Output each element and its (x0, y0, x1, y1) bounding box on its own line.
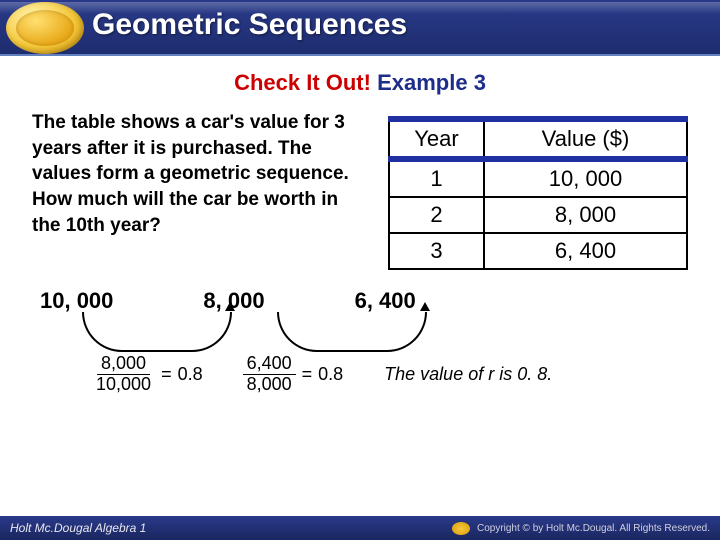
frac1-num: 8,000 (97, 354, 150, 375)
value-table: Year Value ($) 1 10, 000 2 8, 000 3 6, 4… (388, 116, 688, 270)
fraction-1: 8,000 10,000 = 0.8 (92, 354, 203, 395)
conclusion-text: The value of r is 0. 8. (383, 363, 553, 386)
equals-sign: = (161, 364, 172, 385)
arc-2 (277, 312, 427, 352)
footer-badge-icon (452, 522, 470, 535)
frac2-den: 8,000 (243, 375, 296, 395)
arrowhead-icon (225, 302, 235, 311)
title-badge (6, 2, 84, 54)
content-area: Check It Out! Example 3 The table shows … (0, 56, 720, 395)
frac1-result: 0.8 (178, 364, 203, 385)
frac1-den: 10,000 (92, 375, 155, 395)
table-row: 3 6, 400 (389, 233, 687, 269)
subtitle-blue: Example 3 (377, 70, 486, 95)
seq-term-1: 10, 000 (40, 288, 113, 314)
footer-bar: Holt Mc.Dougal Algebra 1 Copyright © by … (0, 516, 720, 540)
subtitle-red: Check It Out! (234, 70, 371, 95)
col-value: Value ($) (484, 119, 687, 159)
footer-left: Holt Mc.Dougal Algebra 1 (10, 521, 146, 535)
page-title: Geometric Sequences (92, 8, 407, 42)
arc-1 (82, 312, 232, 352)
arcs-row (52, 320, 688, 346)
sequence-row: 10, 000 8, 000 6, 400 (40, 288, 688, 314)
col-year: Year (389, 119, 484, 159)
frac2-num: 6,400 (243, 354, 296, 375)
subtitle: Check It Out! Example 3 (32, 70, 688, 96)
table-row: 2 8, 000 (389, 197, 687, 233)
table-header-row: Year Value ($) (389, 119, 687, 159)
frac2-result: 0.8 (318, 364, 343, 385)
fraction-2: 6,400 8,000 = 0.8 (243, 354, 344, 395)
seq-term-3: 6, 400 (355, 288, 416, 314)
header-bar: Geometric Sequences (0, 0, 720, 56)
equals-sign: = (302, 364, 313, 385)
table-row: 1 10, 000 (389, 159, 687, 197)
problem-row: The table shows a car's value for 3 year… (32, 110, 688, 270)
footer-right: Copyright © by Holt Mc.Dougal. All Right… (452, 522, 710, 535)
fraction-row: 8,000 10,000 = 0.8 6,400 8,000 = 0.8 The… (92, 354, 688, 395)
arrowhead-icon (420, 302, 430, 311)
problem-text: The table shows a car's value for 3 year… (32, 110, 370, 238)
